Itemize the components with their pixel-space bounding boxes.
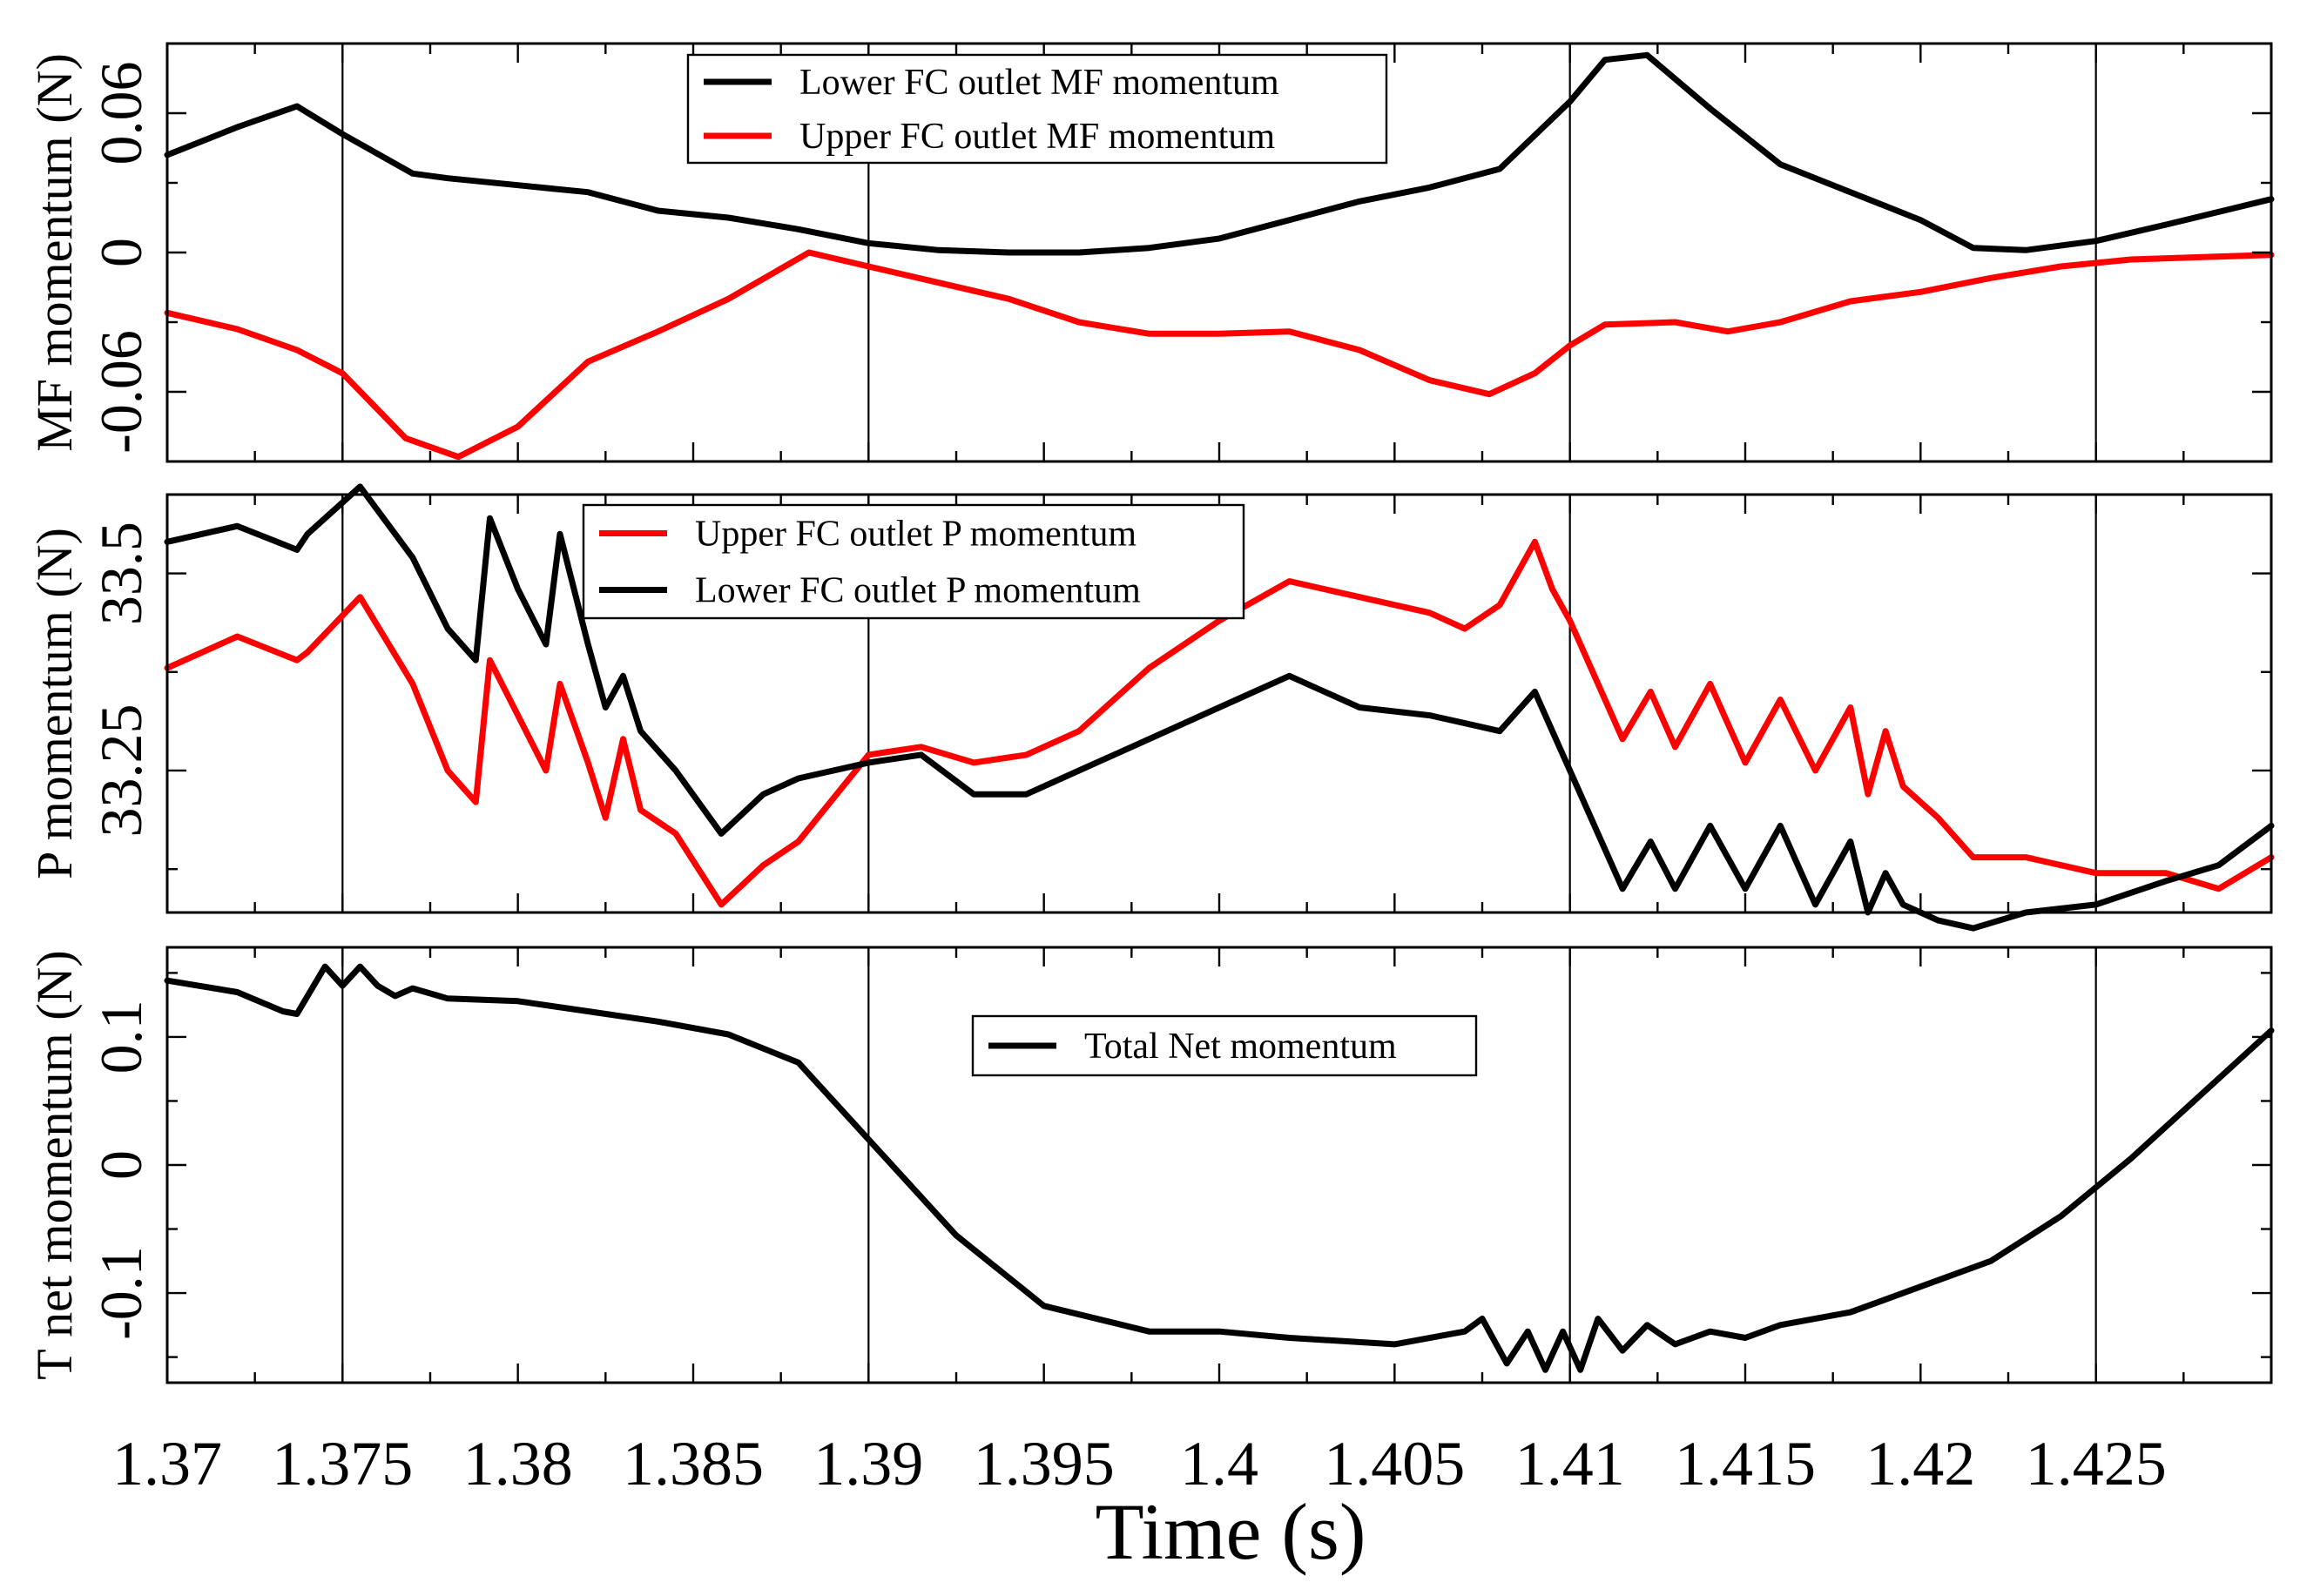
legend-entry-0: Lower FC outlet MF momentum — [799, 63, 1279, 103]
legend-box — [686, 53, 1388, 165]
legend-entry-1: Upper FC outlet MF momentum — [799, 117, 1275, 157]
legend-entry-0: Total Net momentum — [1084, 1027, 1397, 1067]
series-line-1 — [164, 249, 2275, 461]
y-tick-label-1: 0 — [88, 1150, 154, 1180]
panel-p-momentum: 33.25 33.5P momentum (N) Upper FC outlet P… — [26, 483, 2275, 932]
x-tick-label-7: 1.405 — [1324, 1429, 1465, 1498]
legend: Lower FC outlet MF momentum Upper FC outl… — [686, 53, 1388, 165]
x-tick-label-3: 1.385 — [623, 1429, 764, 1498]
x-tick-label-11: 1.425 — [2026, 1429, 2167, 1498]
series-line-1 — [164, 483, 2275, 932]
legend: Upper FC outlet P momentum Lower FC outle… — [582, 503, 1245, 620]
x-tick-label-2: 1.38 — [463, 1429, 573, 1498]
y-tick-label-0: -0.1 — [88, 1246, 154, 1340]
x-axis: 1.37 1.375 1.38 1.385 1.39 1.395 1.4 1.405 1.41 1… — [112, 1429, 2167, 1498]
series-line-0 — [164, 51, 2275, 256]
panel-t-net-momentum: -0.1 0 0.1T net momentum (N) Total Net mome… — [26, 946, 2275, 1384]
y-tick-label-1: 33.5 — [88, 522, 154, 625]
y-tick-label-0: -0.06 — [88, 330, 154, 454]
y-tick-label-1: 0 — [88, 238, 154, 267]
legend: Total Net momentum — [971, 1014, 1478, 1077]
x-tick-label-9: 1.415 — [1675, 1429, 1816, 1498]
legend-entry-0: Upper FC outlet P momentum — [695, 515, 1137, 555]
x-tick-label-6: 1.4 — [1180, 1429, 1258, 1498]
series-line-0 — [164, 963, 2275, 1373]
x-tick-label-4: 1.39 — [813, 1429, 923, 1498]
legend-box — [582, 503, 1245, 620]
x-tick-label-10: 1.42 — [1865, 1429, 1975, 1498]
x-axis-label: Time (s) — [1096, 1487, 1366, 1576]
x-tick-label-1: 1.375 — [272, 1429, 413, 1498]
legend-entry-1: Lower FC outlet P momentum — [695, 571, 1141, 611]
y-tick-label-0: 33.25 — [88, 704, 154, 838]
legend-box — [971, 1014, 1478, 1077]
axes-frame — [165, 946, 2273, 1384]
y-axis-label: T net momentum (N) — [26, 950, 83, 1379]
x-tick-label-8: 1.41 — [1515, 1429, 1625, 1498]
x-tick-label-0: 1.37 — [112, 1429, 222, 1498]
y-axis-label: P momentum (N) — [26, 528, 83, 879]
y-axis-label: MF momentum (N) — [26, 53, 83, 452]
y-tick-label-2: 0.1 — [88, 1000, 154, 1074]
x-tick-label-5: 1.395 — [974, 1429, 1115, 1498]
y-tick-label-2: 0.06 — [88, 62, 154, 165]
series-line-0 — [164, 538, 2275, 908]
